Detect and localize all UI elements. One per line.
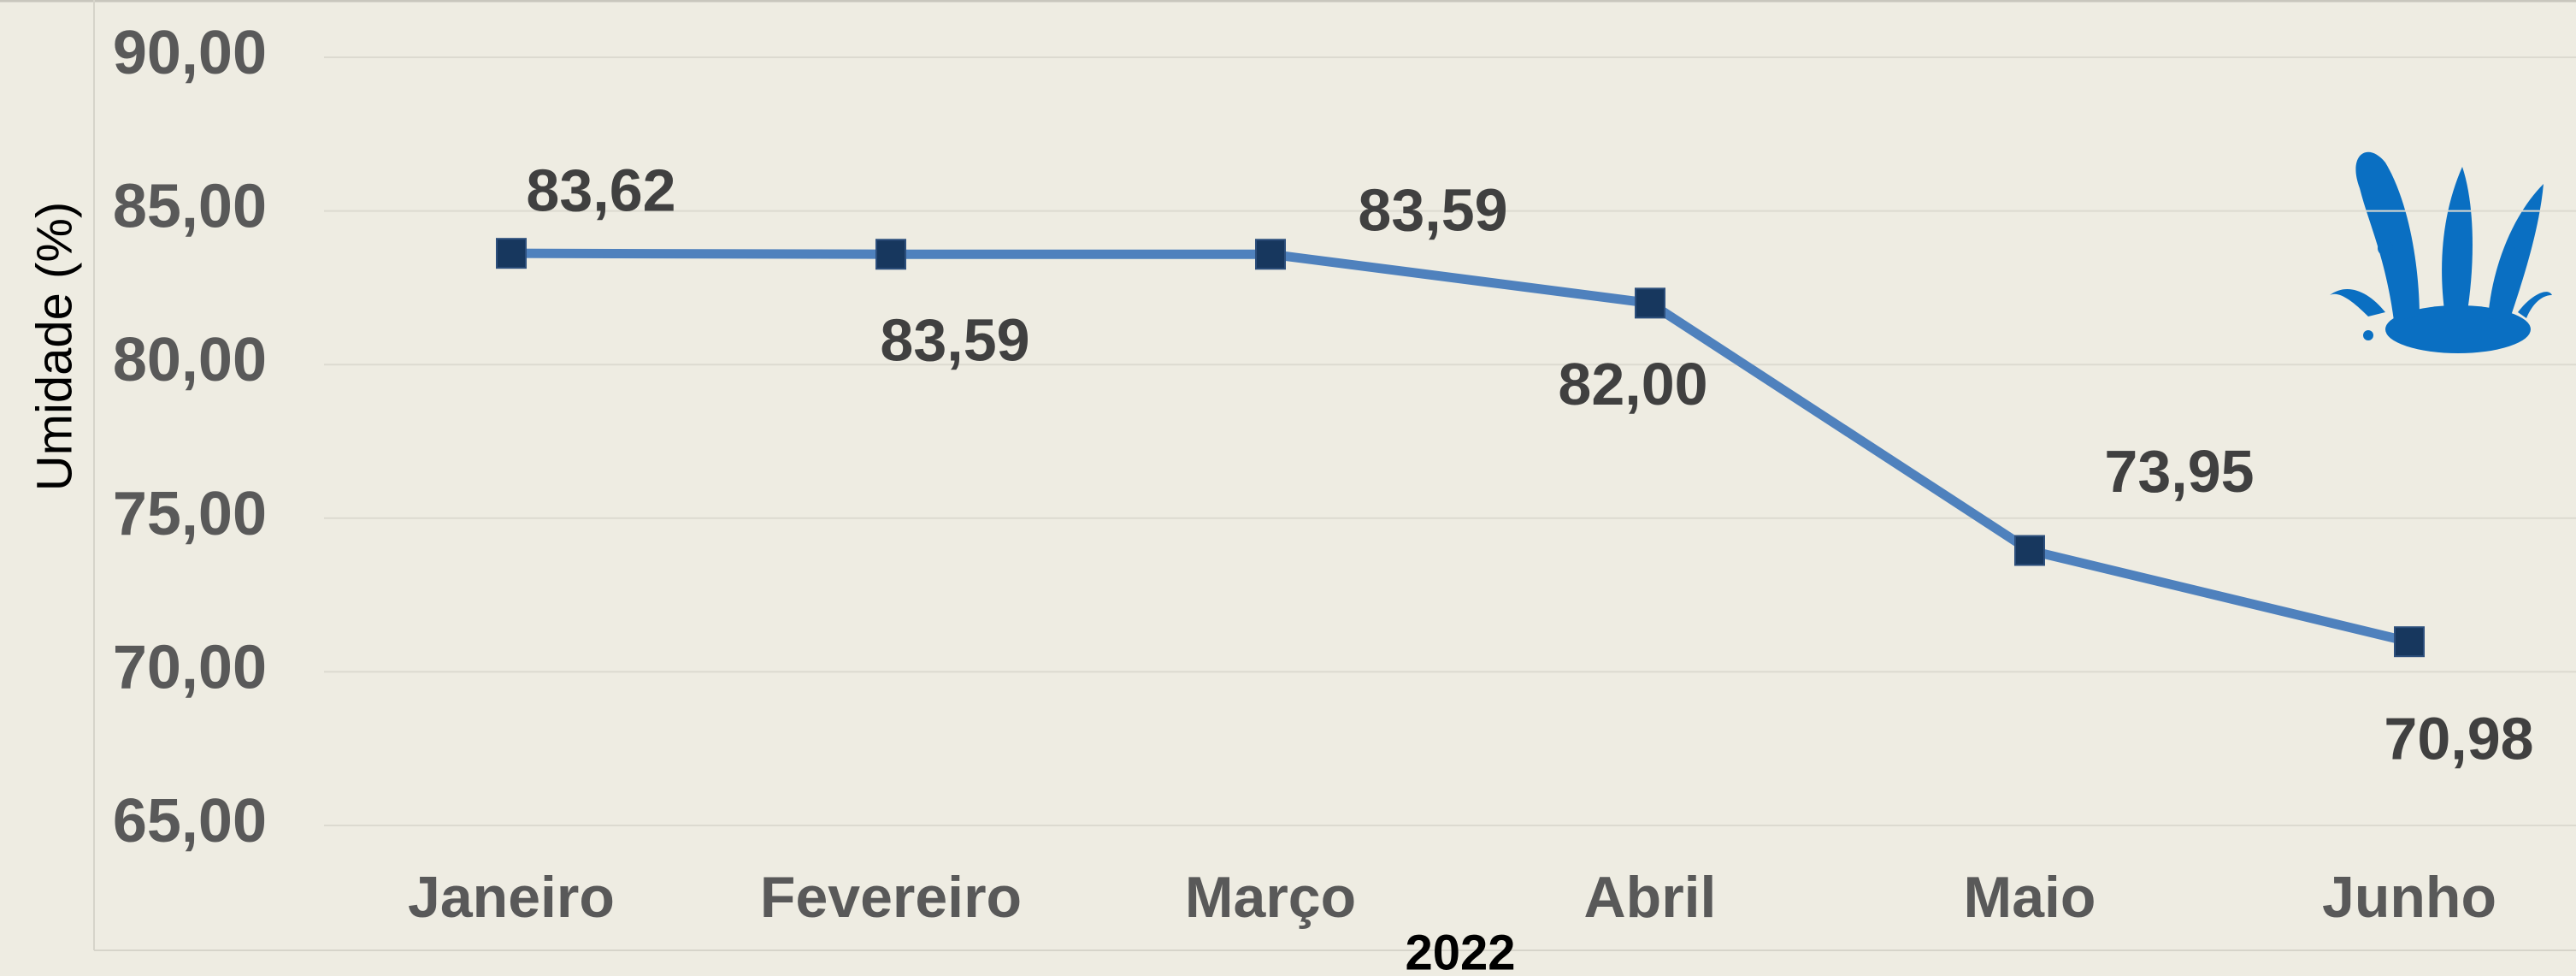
y-tick-label: 90,00 xyxy=(113,19,267,87)
marker xyxy=(496,238,527,269)
y-axis-title: Umidade (%) xyxy=(27,202,82,491)
data-label: 70,98 xyxy=(2384,706,2533,772)
y-tick-label: 80,00 xyxy=(113,326,267,394)
line xyxy=(510,248,2411,647)
marker xyxy=(875,239,906,270)
marker xyxy=(2394,626,2425,658)
data-label: 82,00 xyxy=(1558,351,1707,417)
x-axis-title: 2022 xyxy=(1405,925,1515,976)
splash-icon xyxy=(2330,151,2552,353)
data-label: 73,95 xyxy=(2104,438,2254,505)
y-tick-label: 70,00 xyxy=(113,633,267,701)
x-tick-label: Junho xyxy=(2322,865,2496,930)
data-label: 83,59 xyxy=(1358,177,1507,244)
x-tick-label: Fevereiro xyxy=(760,865,1022,930)
y-tick-label: 85,00 xyxy=(113,173,267,241)
data-label: 83,59 xyxy=(880,307,1029,374)
x-tick-label: Abril xyxy=(1584,865,1717,930)
marker xyxy=(1635,287,1665,319)
x-tick-label: Maio xyxy=(1964,865,2096,930)
y-tick-label: 65,00 xyxy=(113,787,267,855)
y-tick-label: 75,00 xyxy=(113,480,267,548)
x-tick-label: Março xyxy=(1185,865,1356,930)
x-tick-label: Janeiro xyxy=(408,865,615,930)
marker xyxy=(2014,535,2045,566)
data-label: 83,62 xyxy=(526,157,675,224)
marker xyxy=(1255,239,1286,270)
